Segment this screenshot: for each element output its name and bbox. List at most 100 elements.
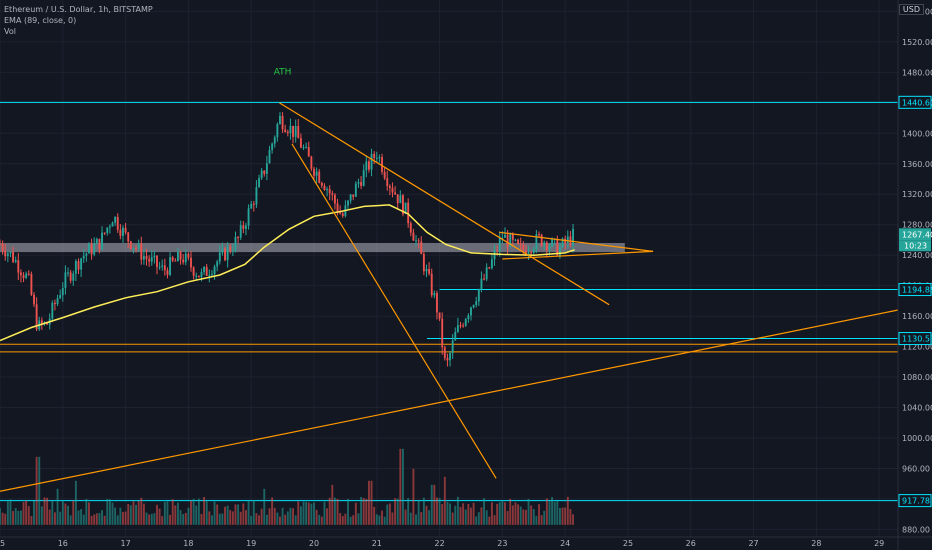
volume-bar bbox=[35, 456, 38, 525]
volume-bar bbox=[299, 506, 302, 525]
volume-bar bbox=[548, 501, 551, 525]
volume-bar bbox=[150, 513, 153, 525]
volume-bar bbox=[289, 507, 292, 525]
volume-bar bbox=[179, 510, 182, 525]
candle-body bbox=[517, 239, 520, 244]
volume-bar bbox=[114, 507, 117, 525]
volume-bar bbox=[242, 503, 245, 525]
volume-bar bbox=[74, 480, 77, 525]
volume-bar bbox=[158, 508, 161, 525]
volume-indicator-label[interactable]: Vol bbox=[4, 27, 16, 36]
volume-bar bbox=[383, 516, 386, 525]
volume-bar bbox=[260, 508, 263, 525]
volume-bar bbox=[279, 516, 281, 525]
candle-body bbox=[467, 315, 470, 320]
time-tick-label: 16 bbox=[58, 539, 68, 548]
candle-body bbox=[156, 255, 158, 267]
level-price-box bbox=[898, 494, 932, 508]
volume-bar bbox=[545, 498, 548, 525]
volume-bar bbox=[103, 515, 106, 525]
candle-body bbox=[572, 228, 574, 246]
candle-body bbox=[239, 225, 242, 238]
volume-bar bbox=[493, 515, 496, 525]
volume-bar bbox=[54, 512, 56, 525]
candle-body bbox=[216, 261, 219, 267]
price-tick-label: 1400.00 bbox=[902, 129, 932, 138]
volume-bar bbox=[218, 513, 221, 525]
candle-body bbox=[446, 357, 449, 361]
candle-body bbox=[6, 253, 9, 257]
volume-bar bbox=[169, 514, 172, 525]
volume-bar bbox=[402, 448, 404, 525]
volume-bar bbox=[148, 514, 151, 525]
candle-body bbox=[67, 272, 69, 274]
volume-bar bbox=[336, 498, 339, 525]
candle-body bbox=[187, 253, 190, 258]
candle-body bbox=[558, 246, 561, 256]
candle-body bbox=[501, 237, 504, 239]
volume-bar bbox=[1, 512, 4, 525]
volume-bar bbox=[124, 511, 127, 525]
volume-bar bbox=[462, 503, 465, 525]
currency-badge[interactable]: USD bbox=[898, 4, 924, 15]
last-price-label: 1267.40 bbox=[902, 230, 932, 239]
candle-body bbox=[27, 273, 30, 275]
candle-body bbox=[265, 163, 268, 174]
candle-body bbox=[496, 250, 499, 252]
volume-bar bbox=[93, 514, 96, 525]
candle-body bbox=[422, 254, 425, 272]
volume-bar bbox=[195, 505, 198, 525]
volume-bar bbox=[501, 500, 504, 525]
candle-body bbox=[394, 192, 397, 195]
volume-bar bbox=[286, 511, 289, 525]
candle-body bbox=[61, 287, 64, 296]
candle-body bbox=[318, 171, 321, 183]
candle-body bbox=[0, 243, 1, 245]
volume-bar bbox=[315, 509, 318, 525]
candle-body bbox=[438, 312, 441, 319]
candle-body bbox=[268, 149, 271, 164]
volume-bar bbox=[297, 501, 300, 525]
candle-body bbox=[548, 246, 551, 251]
volume-bar bbox=[276, 512, 279, 525]
candle-body bbox=[535, 234, 538, 250]
volume-bar bbox=[265, 514, 268, 525]
candle-body bbox=[72, 273, 75, 281]
candle-body bbox=[506, 234, 509, 248]
volume-bar bbox=[210, 515, 213, 525]
candle-body bbox=[237, 236, 240, 238]
volume-bar bbox=[404, 509, 407, 525]
price-tick-label: 1240.00 bbox=[902, 251, 932, 260]
volume-bar bbox=[430, 484, 433, 525]
candle-body bbox=[433, 293, 436, 296]
ema-indicator-label[interactable]: EMA (89, close, 0) bbox=[4, 16, 77, 25]
candle-body bbox=[218, 252, 221, 262]
last-price-box bbox=[899, 228, 931, 241]
volume-bar bbox=[205, 501, 208, 525]
volume-bar bbox=[122, 511, 124, 525]
volume-bar bbox=[407, 498, 410, 525]
candle-body bbox=[213, 266, 216, 275]
candle-body bbox=[30, 274, 33, 295]
volume-bar bbox=[292, 508, 294, 525]
candle-body bbox=[480, 278, 483, 290]
volume-bar bbox=[320, 516, 323, 525]
candle-body bbox=[370, 154, 373, 170]
candle-body bbox=[362, 170, 365, 186]
candle-body bbox=[35, 304, 38, 330]
candle-body bbox=[341, 213, 344, 217]
volume-bar bbox=[153, 513, 156, 525]
volume-bar bbox=[328, 497, 331, 525]
candle-body bbox=[488, 267, 491, 269]
volume-bar bbox=[106, 499, 109, 525]
volume-bar bbox=[171, 499, 174, 525]
level-price-box bbox=[898, 95, 932, 109]
volume-bar bbox=[9, 499, 12, 525]
volume-bar bbox=[420, 512, 423, 525]
candle-body bbox=[404, 202, 407, 214]
trendline bbox=[291, 143, 497, 479]
volume-bar bbox=[25, 500, 28, 525]
volume-bar bbox=[156, 504, 158, 525]
candle-body bbox=[519, 243, 522, 246]
